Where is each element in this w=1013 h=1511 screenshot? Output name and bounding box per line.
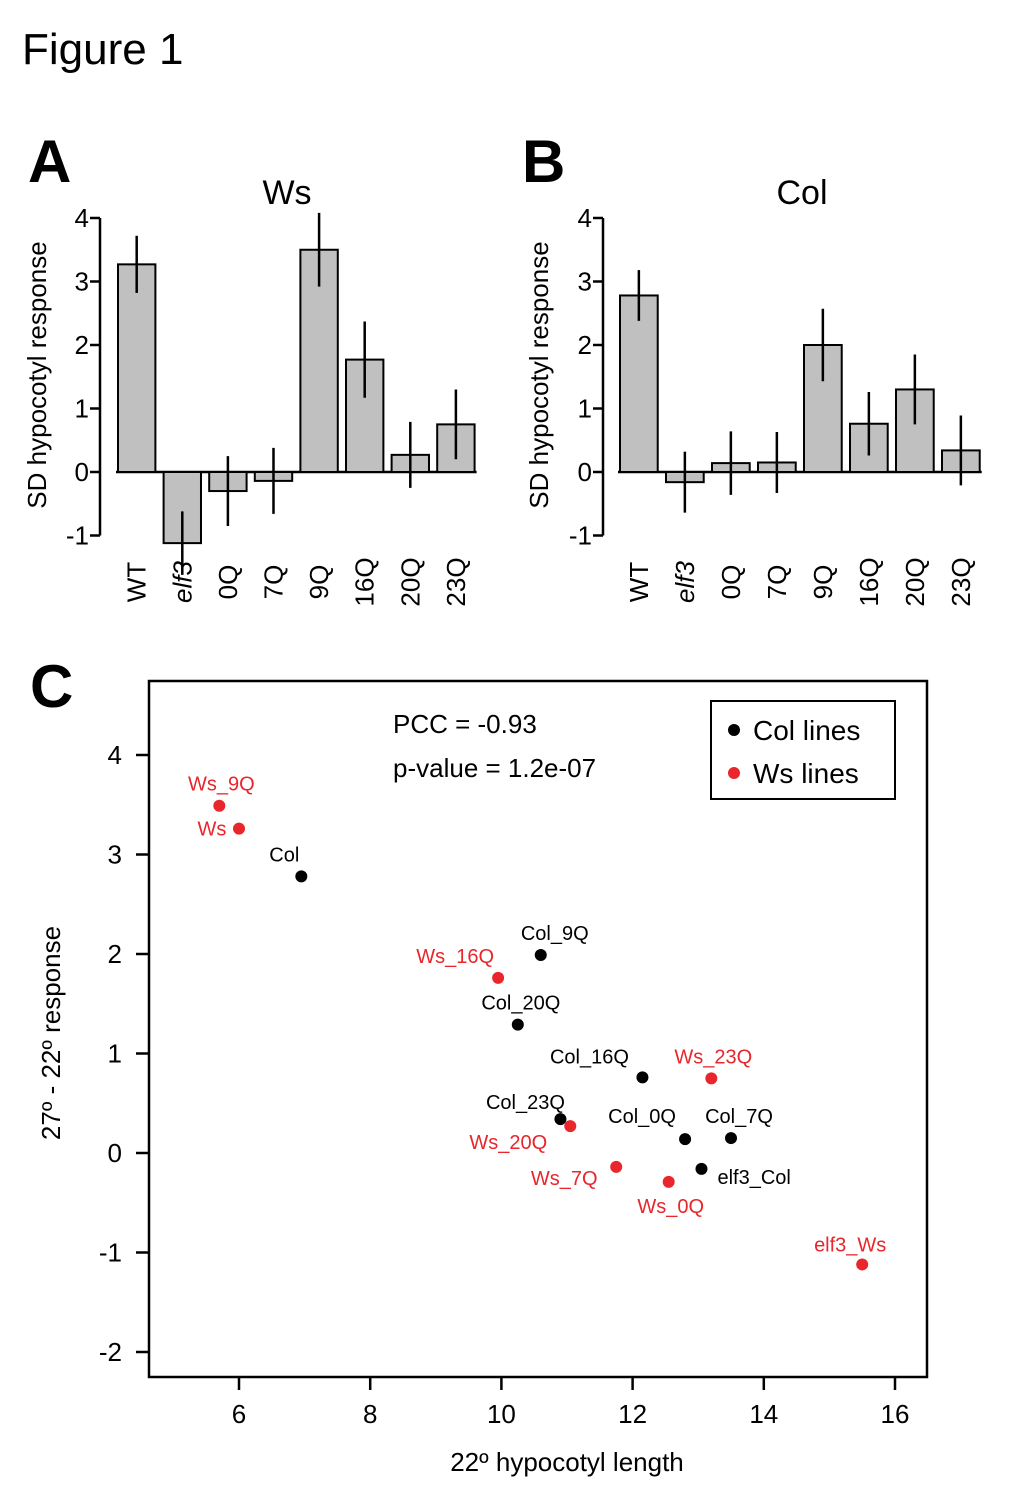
point-label: Ws_16Q: [416, 946, 494, 968]
panel-a-y-tick-label: 0: [75, 457, 89, 487]
point-label: Col_9Q: [521, 923, 589, 945]
panel-c-plot-frame: [147, 679, 929, 1379]
point-label: Ws_7Q: [531, 1168, 598, 1190]
p-value-annotation: p-value = 1.2e-07: [393, 753, 596, 783]
legend-ws-marker: [728, 767, 740, 779]
category-label: 9Q: [304, 565, 334, 600]
point-label: Ws_9Q: [188, 774, 255, 796]
category-label: 23Q: [946, 557, 976, 606]
panel-b-letter: B: [522, 128, 565, 195]
panel-a-letter: A: [28, 128, 71, 195]
scatter-point: [695, 1162, 708, 1175]
legend-col-label: Col lines: [753, 715, 860, 746]
panel-b: B Col SD hypocotyl response -1 0 1 2 3 4 WT elf…: [522, 128, 982, 607]
panel-b-y-tick-label: 0: [578, 457, 592, 487]
x-tick-label: 10: [487, 1399, 516, 1429]
category-label: 23Q: [441, 557, 471, 606]
point-label: Ws_23Q: [674, 1046, 752, 1068]
y-tick-label: 3: [108, 840, 122, 870]
point-label: Ws: [198, 819, 227, 841]
category-label: 20Q: [395, 557, 425, 606]
category-label: 20Q: [900, 557, 930, 606]
point-label: Col: [269, 844, 299, 866]
scatter-point: [534, 948, 547, 961]
point-label: elf3_Col: [717, 1167, 790, 1189]
panel-b-y-tick-label: -1: [569, 521, 592, 551]
panel-a-y-tick-label: 4: [75, 203, 89, 233]
scatter-point: [492, 971, 505, 984]
category-label: 7Q: [258, 565, 288, 600]
panel-a-title: Ws: [262, 174, 311, 212]
scatter-point: [554, 1113, 567, 1126]
category-label: WT: [122, 562, 152, 603]
panel-a-y-axis-label: SD hypocotyl response: [22, 241, 52, 508]
category-label: 16Q: [854, 557, 884, 606]
category-label: WT: [624, 562, 654, 603]
y-tick-label: 2: [108, 939, 122, 969]
scatter-point: [705, 1072, 718, 1085]
x-tick-label: 14: [749, 1399, 778, 1429]
point-label: Col_7Q: [705, 1106, 773, 1128]
panel-a: A Ws SD hypocotyl response -1 0 1 2 3 4 WT elf3…: [22, 128, 477, 607]
bar: [117, 263, 157, 474]
point-label: Col_20Q: [481, 993, 560, 1015]
scatter-point: [610, 1160, 623, 1173]
point-label: Ws_0Q: [637, 1196, 704, 1218]
panel-c-y-axis-label: 27º - 22º response: [36, 926, 66, 1140]
y-tick-label: 4: [108, 740, 122, 770]
category-label: elf3: [670, 561, 700, 603]
point-label: Col_0Q: [608, 1106, 676, 1128]
point-label: Col_23Q: [486, 1092, 565, 1114]
category-label: elf3: [167, 561, 197, 603]
pcc-annotation: PCC = -0.93: [393, 709, 537, 739]
scatter-point: [511, 1018, 524, 1031]
panel-b-y-tick-label: 1: [578, 394, 592, 424]
panel-a-y-tick-label: 3: [75, 267, 89, 297]
category-label: 9Q: [808, 565, 838, 600]
legend-ws-label: Ws lines: [753, 758, 859, 789]
point-label: Ws_20Q: [469, 1132, 547, 1154]
panel-c-x-axis-label: 22º hypocotyl length: [450, 1447, 684, 1477]
panel-b-y-tick-label: 2: [578, 330, 592, 360]
panel-a-y-tick-label: -1: [66, 521, 89, 551]
category-label: 7Q: [762, 565, 792, 600]
scatter-point: [636, 1071, 649, 1084]
legend-col-marker: [728, 724, 740, 736]
category-label: 0Q: [716, 565, 746, 600]
legend: Col lines Ws lines: [710, 700, 896, 800]
y-tick-label: 0: [108, 1138, 122, 1168]
figure-title: Figure 1: [22, 25, 183, 74]
scatter-point: [725, 1132, 737, 1145]
panel-b-title: Col: [776, 174, 827, 212]
scatter-point: [856, 1258, 869, 1271]
panel-b-y-axis-label: SD hypocotyl response: [524, 241, 554, 508]
x-tick-label: 12: [618, 1399, 647, 1429]
bar: [619, 294, 659, 473]
category-label: 16Q: [350, 557, 380, 606]
category-label: 0Q: [213, 565, 243, 600]
scatter-point: [564, 1120, 577, 1133]
panel-b-y-tick-label: 4: [578, 203, 592, 233]
panel-a-y-tick-label: 1: [75, 394, 89, 424]
panel-b-y-tick-label: 3: [578, 267, 592, 297]
scatter-point: [295, 870, 308, 883]
x-tick-label: 16: [881, 1399, 910, 1429]
y-tick-label: -2: [99, 1337, 122, 1367]
x-tick-label: 6: [232, 1399, 246, 1429]
y-tick-label: 1: [108, 1039, 122, 1069]
scatter-point: [233, 822, 245, 835]
point-label: elf3_Ws: [814, 1234, 886, 1256]
legend-box: [710, 700, 896, 800]
panel-c-letter: C: [30, 653, 73, 720]
scatter-point: [679, 1133, 692, 1146]
y-tick-label: -1: [99, 1238, 122, 1268]
point-label: Col_16Q: [550, 1046, 629, 1068]
panel-a-y-tick-label: 2: [75, 330, 89, 360]
scatter-point: [662, 1175, 675, 1188]
scatter-point: [213, 799, 226, 812]
panel-c: C 22º hypocotyl length 27º - 22º respons…: [30, 653, 929, 1477]
x-tick-label: 8: [363, 1399, 377, 1429]
